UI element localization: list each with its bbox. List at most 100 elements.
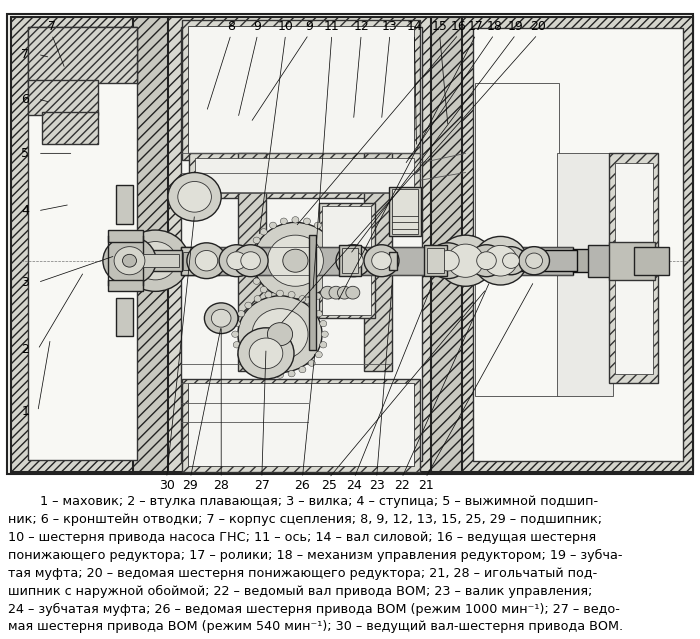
- Circle shape: [438, 235, 494, 286]
- Text: 20: 20: [530, 20, 545, 33]
- Circle shape: [276, 372, 284, 378]
- Circle shape: [232, 331, 239, 337]
- Circle shape: [320, 320, 327, 327]
- Circle shape: [299, 296, 306, 302]
- Circle shape: [308, 302, 315, 309]
- Bar: [182, 379, 420, 472]
- Bar: [42, 112, 98, 144]
- Circle shape: [469, 245, 504, 277]
- Bar: [10, 17, 690, 472]
- Circle shape: [329, 286, 343, 299]
- Bar: [588, 245, 654, 277]
- Circle shape: [114, 247, 145, 275]
- Bar: [389, 187, 421, 236]
- Circle shape: [195, 250, 218, 271]
- Text: 3: 3: [21, 276, 29, 289]
- Bar: [556, 153, 612, 396]
- Circle shape: [103, 236, 156, 285]
- Circle shape: [260, 286, 267, 293]
- Circle shape: [526, 253, 543, 268]
- Circle shape: [323, 229, 330, 235]
- Circle shape: [330, 278, 337, 284]
- Bar: [430, 17, 466, 472]
- Text: 13: 13: [382, 20, 398, 33]
- Circle shape: [315, 311, 322, 317]
- Circle shape: [233, 342, 240, 348]
- Bar: [609, 242, 654, 280]
- Bar: [116, 298, 133, 336]
- Circle shape: [233, 245, 268, 277]
- Circle shape: [265, 371, 272, 377]
- Circle shape: [260, 229, 267, 235]
- Circle shape: [253, 222, 337, 299]
- Text: 27: 27: [254, 479, 270, 492]
- Circle shape: [238, 351, 245, 358]
- Circle shape: [519, 247, 550, 275]
- Circle shape: [308, 360, 315, 366]
- Circle shape: [320, 342, 327, 348]
- Bar: [364, 153, 392, 371]
- Circle shape: [484, 245, 517, 276]
- Circle shape: [323, 286, 330, 293]
- Text: мая шестерня привода ВОМ (режим 540 мин⁻¹); 30 – ведущий вал-шестерня привода ВО: мая шестерня привода ВОМ (режим 540 мин⁻…: [8, 620, 624, 633]
- Bar: [28, 27, 136, 460]
- Text: шипник с наружной обоймой; 22 – ведомый вал привода ВОМ; 23 – валик управления;: шипник с наружной обоймой; 22 – ведомый …: [8, 585, 593, 597]
- Circle shape: [249, 338, 283, 369]
- Circle shape: [254, 366, 261, 373]
- Circle shape: [253, 237, 260, 243]
- Text: 17: 17: [468, 20, 484, 33]
- Circle shape: [321, 331, 328, 337]
- Circle shape: [477, 252, 496, 270]
- Text: 1 – маховик; 2 – втулка плавающая; 3 – вилка; 4 – ступица; 5 – выжимной подшип-: 1 – маховик; 2 – втулка плавающая; 3 – в…: [8, 495, 598, 508]
- Text: 2: 2: [21, 343, 29, 356]
- Circle shape: [267, 235, 323, 286]
- Bar: [182, 20, 420, 160]
- Circle shape: [248, 268, 256, 275]
- Circle shape: [304, 218, 311, 224]
- Text: 26: 26: [295, 479, 310, 492]
- Text: понижающего редуктора; 17 – ролики; 18 – механизм управления редуктором; 19 – зу: понижающего редуктора; 17 – ролики; 18 –…: [8, 549, 623, 562]
- Bar: [181, 27, 422, 461]
- Text: 24: 24: [346, 479, 362, 492]
- Bar: [424, 245, 447, 276]
- Bar: [133, 17, 172, 472]
- Text: 21: 21: [418, 479, 433, 492]
- Bar: [451, 250, 577, 271]
- Circle shape: [304, 297, 311, 304]
- Circle shape: [238, 311, 245, 317]
- Bar: [615, 163, 653, 374]
- Text: ник; 6 – кронштейн отводки; 7 – корпус сцепления; 8, 9, 12, 13, 15, 25, 29 – под: ник; 6 – кронштейн отводки; 7 – корпус с…: [8, 513, 603, 526]
- Circle shape: [280, 218, 287, 224]
- Bar: [342, 248, 358, 273]
- Text: 30: 30: [159, 479, 174, 492]
- Circle shape: [233, 320, 240, 327]
- Circle shape: [315, 351, 322, 358]
- Circle shape: [344, 252, 363, 270]
- Circle shape: [187, 243, 226, 279]
- Bar: [389, 252, 397, 270]
- Text: 7: 7: [21, 48, 29, 61]
- Bar: [183, 252, 215, 270]
- Circle shape: [288, 371, 295, 377]
- Text: 9: 9: [304, 20, 313, 33]
- Circle shape: [253, 278, 260, 284]
- Circle shape: [227, 252, 246, 270]
- Text: 14: 14: [407, 20, 422, 33]
- Circle shape: [252, 309, 308, 360]
- Circle shape: [238, 296, 322, 373]
- Text: 10 – шестерня привода насоса ГНС; 11 – ось; 14 – вал силовой; 16 – ведущая шесте: 10 – шестерня привода насоса ГНС; 11 – о…: [8, 531, 596, 544]
- Bar: [108, 230, 143, 242]
- Text: 24 – зубчатая муфта; 26 – ведомая шестерня привода ВОМ (режим 1000 мин⁻¹); 27 – : 24 – зубчатая муфта; 26 – ведомая шестер…: [8, 603, 620, 615]
- Text: 9: 9: [253, 20, 262, 33]
- Circle shape: [314, 293, 321, 299]
- Bar: [634, 247, 668, 275]
- Bar: [181, 247, 573, 275]
- Circle shape: [122, 254, 136, 267]
- Bar: [238, 153, 266, 371]
- Circle shape: [288, 291, 295, 298]
- Bar: [189, 153, 420, 198]
- Circle shape: [219, 245, 254, 277]
- Circle shape: [474, 236, 527, 285]
- Circle shape: [321, 286, 335, 299]
- Circle shape: [299, 366, 306, 373]
